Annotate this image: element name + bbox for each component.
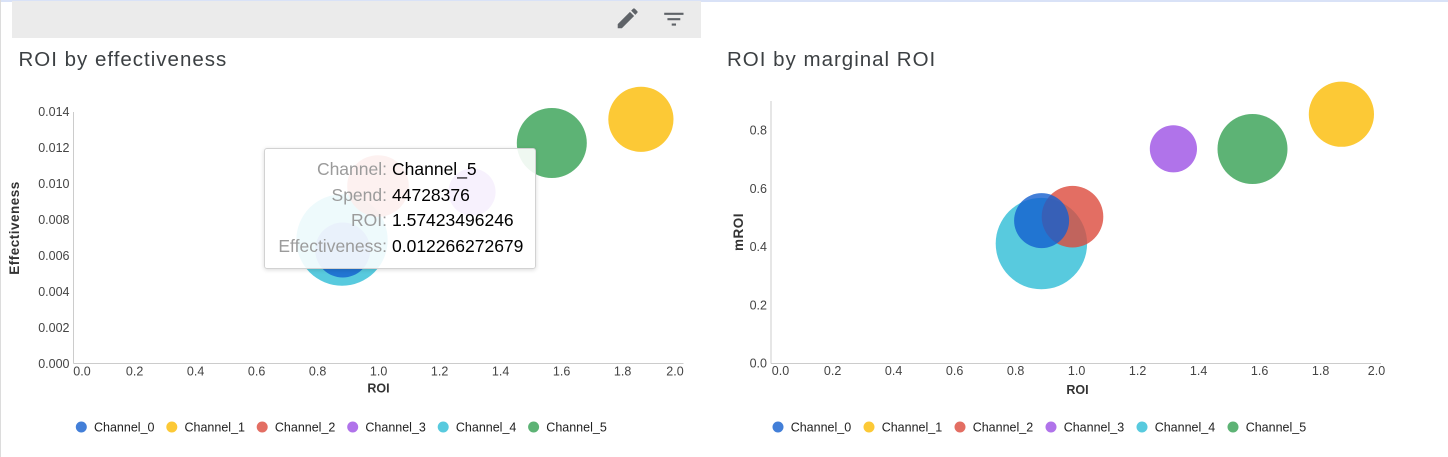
svg-text:mROI: mROI (731, 213, 746, 251)
svg-text:0.000: 0.000 (38, 357, 69, 371)
svg-text:1.8: 1.8 (1312, 364, 1329, 378)
svg-text:1.2: 1.2 (1129, 364, 1146, 378)
svg-text:0.014: 0.014 (38, 105, 69, 119)
svg-text:1.0: 1.0 (370, 365, 387, 379)
svg-text:0.6: 0.6 (750, 182, 767, 196)
svg-text:2.0: 2.0 (1368, 364, 1385, 378)
svg-text:0.4: 0.4 (187, 365, 204, 379)
svg-text:0.2: 0.2 (750, 298, 767, 312)
svg-text:0.8: 0.8 (1007, 364, 1024, 378)
svg-text:2.0: 2.0 (666, 365, 683, 379)
svg-text:0.012: 0.012 (38, 141, 69, 155)
svg-text:Channel_2: Channel_2 (275, 421, 336, 435)
svg-text:0.002: 0.002 (38, 321, 69, 335)
svg-text:Channel_4: Channel_4 (1155, 421, 1216, 435)
svg-text:ROI: ROI (367, 382, 389, 396)
svg-text:ROI: ROI (1066, 383, 1088, 397)
svg-text:Channel_1: Channel_1 (185, 421, 246, 435)
svg-text:Channel_1: Channel_1 (882, 421, 943, 435)
svg-text:0.008: 0.008 (38, 213, 69, 227)
svg-text:0.4: 0.4 (885, 364, 902, 378)
svg-text:1.4: 1.4 (492, 365, 509, 379)
svg-text:1.8: 1.8 (614, 365, 631, 379)
svg-text:0.8: 0.8 (750, 124, 767, 138)
svg-text:0.4: 0.4 (750, 240, 767, 254)
svg-text:0.2: 0.2 (824, 364, 841, 378)
svg-text:Channel_0: Channel_0 (791, 421, 852, 435)
svg-text:1.6: 1.6 (553, 365, 570, 379)
svg-text:Channel_4: Channel_4 (456, 421, 517, 435)
svg-text:0.6: 0.6 (946, 364, 963, 378)
svg-text:0.006: 0.006 (38, 249, 69, 263)
svg-text:0.0: 0.0 (73, 365, 90, 379)
svg-text:1.6: 1.6 (1251, 364, 1268, 378)
svg-text:Effectiveness: Effectiveness (7, 181, 22, 275)
svg-text:0.2: 0.2 (126, 365, 143, 379)
svg-text:1.0: 1.0 (1068, 364, 1085, 378)
svg-text:Channel_3: Channel_3 (1064, 421, 1125, 435)
svg-text:Channel_0: Channel_0 (94, 421, 155, 435)
svg-text:1.4: 1.4 (1190, 364, 1207, 378)
svg-text:1.2: 1.2 (431, 365, 448, 379)
svg-text:0.0: 0.0 (750, 357, 767, 371)
svg-text:0.0: 0.0 (772, 364, 789, 378)
svg-text:Channel_2: Channel_2 (973, 421, 1034, 435)
svg-text:Channel_5: Channel_5 (1246, 421, 1307, 435)
svg-text:0.004: 0.004 (38, 285, 69, 299)
svg-text:0.010: 0.010 (38, 177, 69, 191)
svg-text:Channel_3: Channel_3 (365, 421, 426, 435)
svg-text:Channel_5: Channel_5 (546, 421, 607, 435)
svg-text:0.6: 0.6 (248, 365, 265, 379)
svg-text:0.8: 0.8 (309, 365, 326, 379)
